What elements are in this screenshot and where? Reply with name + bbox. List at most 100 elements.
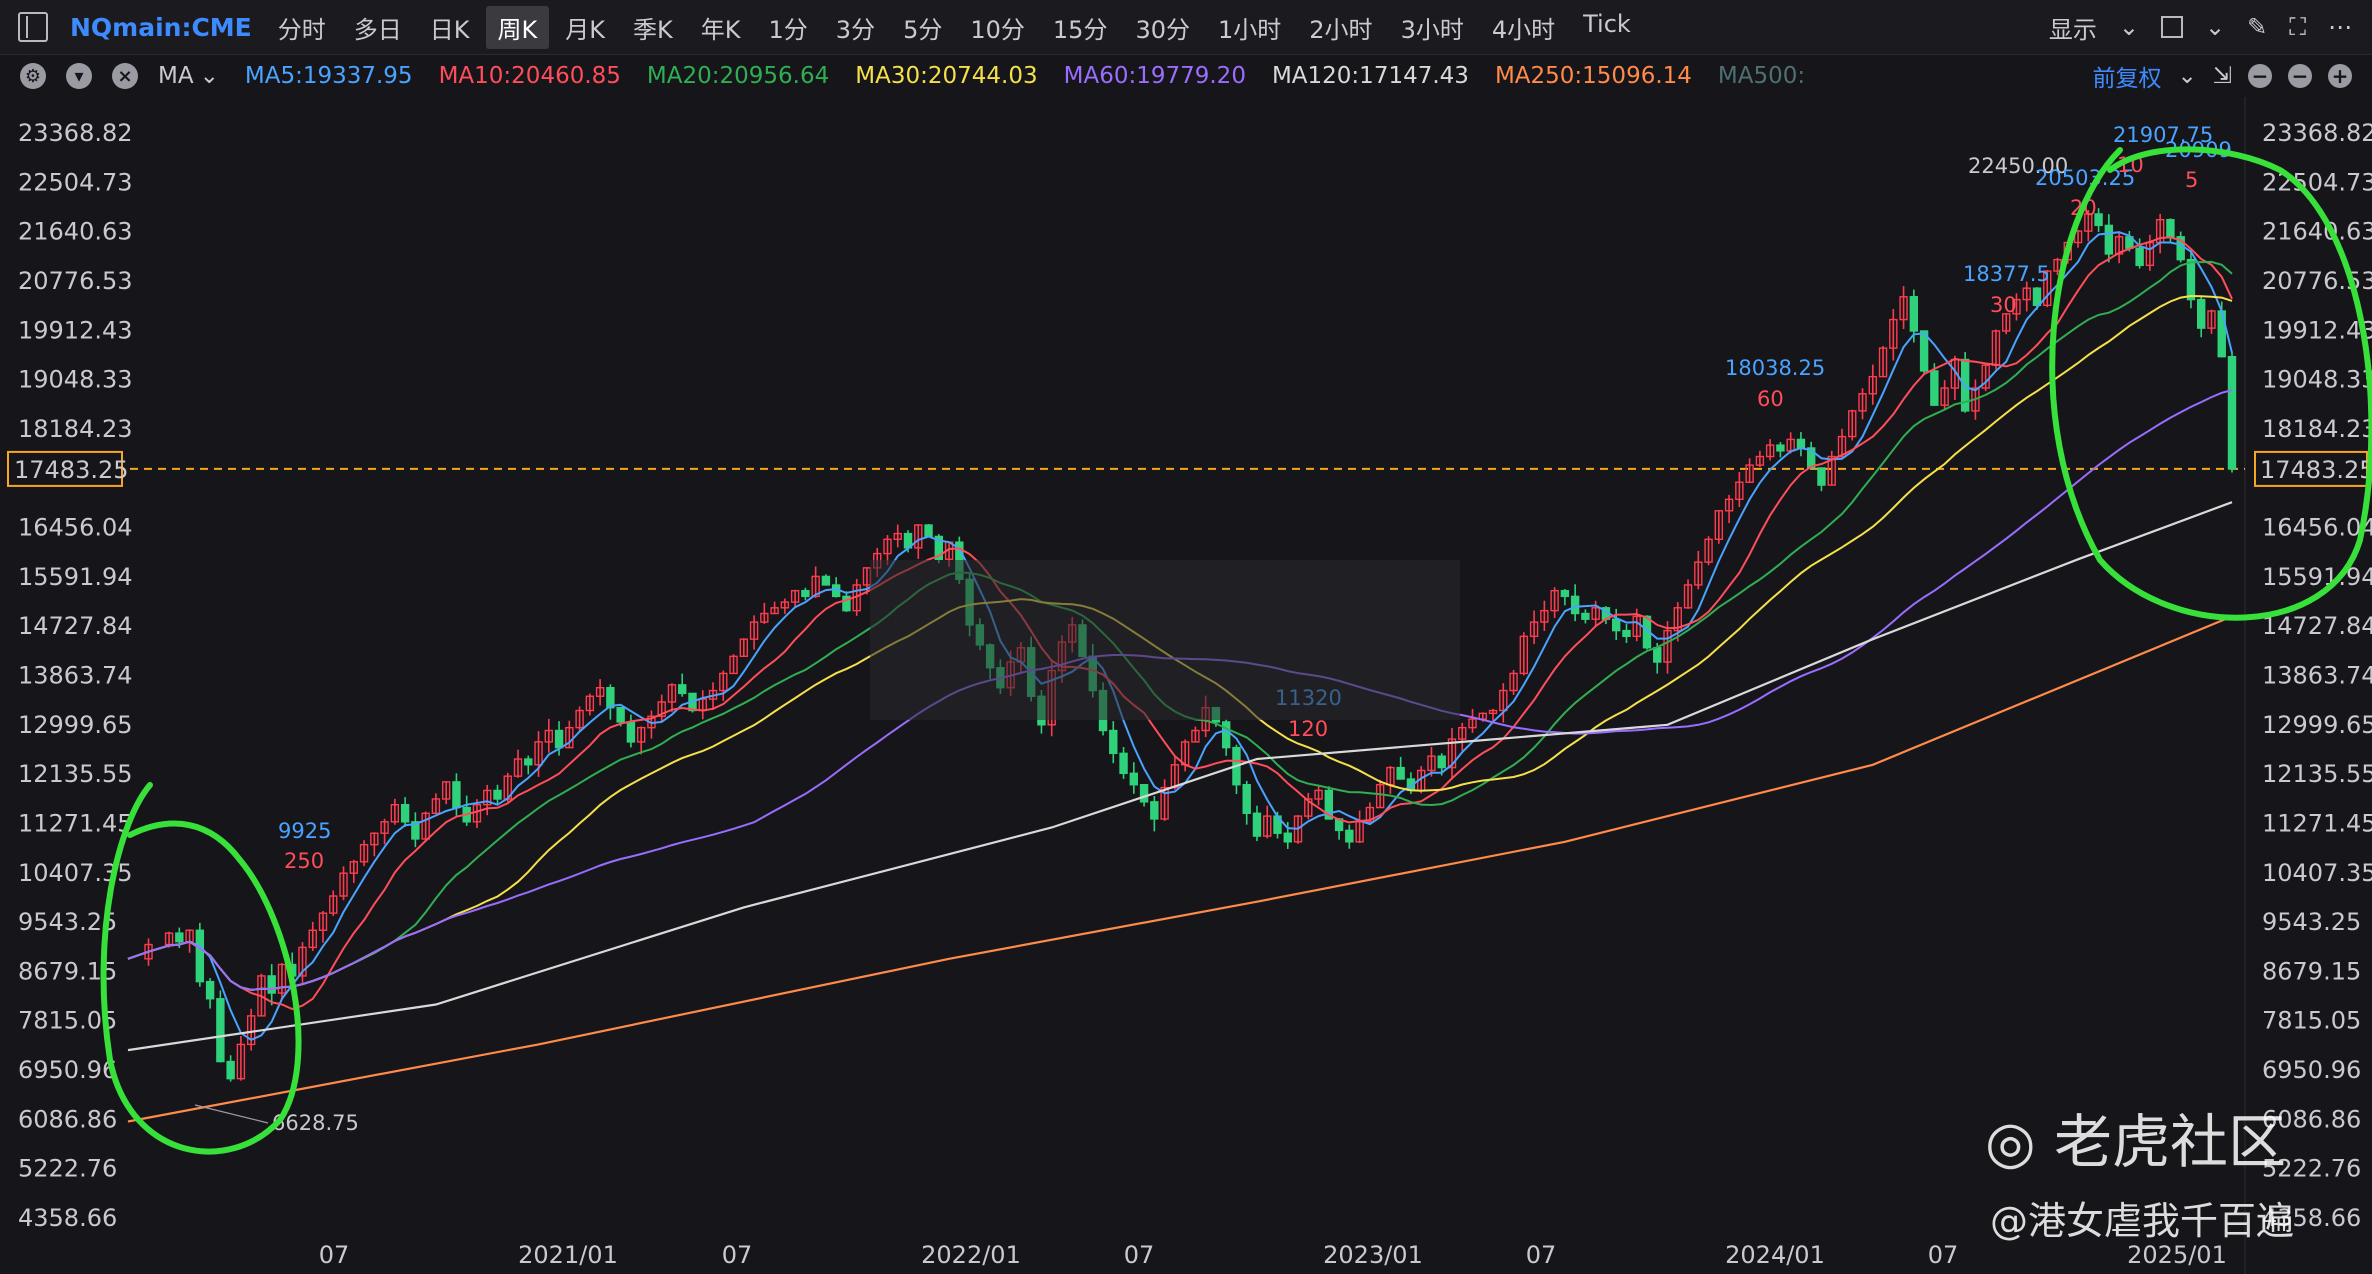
- candle-body: [298, 946, 307, 977]
- ma-value[interactable]: MA60:19779.20: [1063, 63, 1246, 89]
- scale-icon[interactable]: ⇲: [2212, 63, 2232, 89]
- chart-annotation: 5: [2185, 168, 2198, 192]
- tab-period[interactable]: 周K: [485, 5, 550, 49]
- candle-body: [575, 709, 584, 729]
- tab-period[interactable]: 5分: [903, 15, 943, 44]
- candle-body: [2022, 287, 2031, 301]
- tab-period[interactable]: 1小时: [1218, 15, 1282, 44]
- candle-body: [1160, 786, 1169, 820]
- y-tick-label-right: 6086.86: [2262, 1105, 2361, 1133]
- candle-body: [1776, 444, 1785, 452]
- eye-icon[interactable]: ▾: [66, 63, 92, 89]
- candle-body: [1909, 296, 1919, 332]
- tab-period[interactable]: 多日: [353, 15, 402, 44]
- close-icon[interactable]: ×: [112, 63, 138, 89]
- candle-body: [216, 998, 225, 1063]
- ma-long-line: [127, 501, 2233, 1052]
- candle-body: [1837, 435, 1847, 458]
- adjust-menu[interactable]: 前复权: [2092, 66, 2162, 92]
- candle-body: [431, 798, 441, 814]
- tab-period[interactable]: 10分: [970, 15, 1025, 44]
- candle-body: [1365, 806, 1375, 823]
- ma-value[interactable]: MA120:17147.43: [1271, 63, 1469, 89]
- candle-body: [267, 975, 276, 994]
- chevron-down-icon[interactable]: ⌄: [2204, 13, 2226, 41]
- candle-body: [1765, 444, 1775, 458]
- candle-body: [1283, 832, 1292, 843]
- last-price-label-left: 17483.25: [14, 456, 129, 484]
- y-tick-label-left: 5222.76: [18, 1155, 117, 1183]
- candle-body: [1242, 784, 1251, 814]
- more-icon[interactable]: ⋯: [2328, 13, 2352, 41]
- y-tick-label-right: 8679.15: [2262, 957, 2361, 985]
- candle-body: [1581, 612, 1590, 620]
- tab-period[interactable]: 3小时: [1400, 15, 1464, 44]
- x-tick-label: 07: [319, 1241, 350, 1269]
- y-tick-label-right: 12999.65: [2262, 711, 2372, 739]
- y-tick-label-left: 21640.63: [18, 218, 133, 246]
- zoom-out-icon[interactable]: −: [2248, 64, 2272, 88]
- ma-value[interactable]: MA20:20956.64: [646, 63, 830, 89]
- tab-period[interactable]: 分时: [277, 15, 326, 44]
- layout-icon[interactable]: [2160, 16, 2183, 38]
- candle-body: [1714, 510, 1724, 541]
- tab-period[interactable]: 月K: [565, 15, 606, 44]
- candle-body: [2197, 298, 2206, 329]
- candle-body: [801, 589, 810, 598]
- chevron-down-icon[interactable]: ⌄: [199, 63, 219, 89]
- sidebar-toggle-icon[interactable]: [18, 12, 48, 42]
- candle-body: [400, 804, 410, 823]
- ma-indicator-bar: ⚙ ▾ × MA ⌄ MA5:19337.95 MA10:20460.85 MA20…: [0, 55, 2372, 97]
- tab-period[interactable]: 4小时: [1491, 15, 1556, 44]
- chart-annotation: 9925: [278, 819, 331, 843]
- symbol-label[interactable]: NQmain:CME: [70, 12, 252, 42]
- tab-period[interactable]: 日K: [429, 15, 470, 44]
- candle-body: [2032, 287, 2042, 306]
- zoom-in-icon[interactable]: +: [2328, 64, 2352, 88]
- candle-body: [1755, 455, 1765, 466]
- tab-period[interactable]: 2小时: [1309, 15, 1373, 44]
- tab-period[interactable]: 季K: [633, 15, 673, 44]
- candle-body: [924, 524, 933, 538]
- candle-body: [1940, 387, 1949, 406]
- y-tick-label-right: 12135.55: [2262, 760, 2372, 788]
- chart-annotation: 250: [284, 849, 324, 873]
- tab-period[interactable]: 3分: [835, 15, 876, 44]
- ma-value[interactable]: MA10:20460.85: [438, 63, 621, 89]
- candle-body: [790, 589, 800, 603]
- x-tick-label: 07: [722, 1241, 753, 1269]
- candle-body: [749, 621, 759, 640]
- candle-body: [1119, 752, 1128, 775]
- tab-period[interactable]: 30分: [1135, 15, 1190, 44]
- y-tick-label-left: 14727.84: [18, 612, 133, 640]
- x-tick-label: 2025/01: [2127, 1241, 2227, 1269]
- candle-body: [534, 741, 543, 766]
- ma-value[interactable]: MA5:19337.95: [244, 63, 413, 89]
- candle-body: [483, 789, 492, 806]
- candle-body: [626, 721, 636, 743]
- display-menu[interactable]: 显示: [2048, 15, 2097, 44]
- ma-value[interactable]: MA30:20744.03: [855, 63, 1038, 89]
- gear-icon[interactable]: ⚙: [20, 63, 46, 89]
- candle-body: [595, 686, 605, 697]
- toolbar-right: 显示 ⌄ ⌄ ✎ ⛶ ⋯: [2049, 0, 2352, 54]
- y-tick-label-left: 18184.23: [18, 415, 133, 443]
- ma-label[interactable]: MA: [158, 63, 194, 89]
- tab-period[interactable]: 年K: [700, 15, 741, 44]
- candle-body: [2186, 258, 2196, 301]
- candle-body: [1150, 801, 1159, 820]
- fullscreen-icon[interactable]: ⛶: [2289, 13, 2306, 41]
- minus-icon[interactable]: −: [2288, 64, 2312, 88]
- chevron-down-icon[interactable]: ⌄: [2118, 13, 2139, 41]
- ma-value[interactable]: MA250:15096.14: [1494, 63, 1692, 89]
- candle-body: [1519, 635, 1529, 675]
- pen-icon[interactable]: ✎: [2247, 13, 2268, 41]
- highlight-circle-left: [100, 782, 302, 1155]
- ma-value[interactable]: MA500:: [1717, 63, 1806, 89]
- tab-period[interactable]: 15分: [1052, 15, 1108, 44]
- tab-period[interactable]: Tick: [1583, 9, 1631, 38]
- chevron-down-icon[interactable]: ⌄: [2177, 63, 2197, 89]
- tab-period[interactable]: 1分: [768, 15, 808, 44]
- x-tick-label: 07: [1928, 1241, 1959, 1269]
